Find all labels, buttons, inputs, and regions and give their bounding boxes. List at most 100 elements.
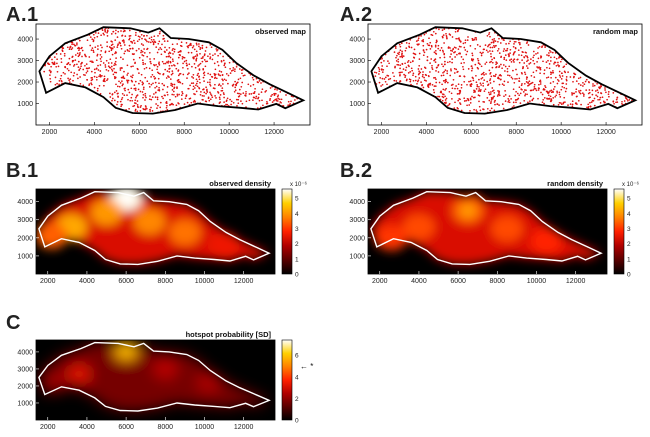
scatter-point (379, 77, 382, 79)
scatter-point (514, 40, 517, 43)
scatter-point (431, 64, 433, 67)
scatter-point (185, 42, 188, 44)
scatter-point (552, 88, 555, 90)
scatter-point (140, 51, 142, 54)
scatter-point (108, 50, 111, 53)
scatter-point (174, 95, 177, 98)
scatter-point (189, 42, 192, 45)
scatter-point (177, 102, 179, 104)
scatter-point (532, 97, 535, 100)
scatter-point (114, 60, 117, 63)
scatter-point (490, 96, 493, 99)
scatter-point (122, 58, 124, 60)
scatter-point (199, 46, 202, 49)
scatter-point (422, 54, 425, 57)
scatter-point (495, 63, 497, 66)
scatter-point (82, 84, 85, 87)
scatter-point (408, 45, 410, 48)
scatter-point (489, 78, 492, 80)
scatter-point (233, 70, 236, 73)
scatter-point (149, 95, 151, 97)
scatter-point (517, 49, 520, 52)
scatter-point (556, 78, 559, 81)
scatter-point (212, 54, 214, 57)
scatter-point (117, 43, 120, 45)
y-tick-label: 2000 (349, 80, 365, 87)
scatter-point (472, 79, 475, 82)
scatter-point (255, 95, 258, 98)
scatter-point (420, 35, 422, 37)
heatmap-hotspot (90, 199, 123, 226)
scatter-point (123, 52, 126, 55)
scatter-point (399, 49, 402, 52)
scatter-point (277, 94, 280, 97)
scatter-point (116, 103, 118, 106)
scatter-point (515, 99, 518, 101)
scatter-point (397, 58, 400, 61)
scatter-point (595, 94, 597, 97)
scatter-point (491, 50, 494, 53)
scatter-point (232, 67, 235, 69)
scatter-point (106, 79, 108, 82)
scatter-point (404, 62, 406, 65)
scatter-point (593, 97, 596, 100)
scatter-point (95, 59, 98, 62)
scatter-point (558, 93, 561, 96)
scatter-point (380, 61, 383, 64)
y-tick-label: 3000 (17, 58, 33, 65)
scatter-point (195, 90, 198, 93)
scatter-point (238, 92, 240, 95)
scatter-point (238, 68, 241, 70)
scatter-point (432, 89, 435, 91)
scatter-point (560, 103, 563, 106)
scatter-point (90, 77, 93, 79)
scatter-point (166, 91, 169, 94)
region-outline (38, 26, 306, 115)
scatter-point (167, 52, 170, 55)
scatter-point (275, 99, 278, 102)
scatter-point (56, 62, 58, 65)
x-tick-label: 4000 (79, 424, 95, 431)
scatter-point (544, 85, 546, 87)
scatter-point (230, 100, 233, 103)
scatter-point (444, 89, 446, 91)
scatter-point (572, 76, 575, 79)
scatter-point (127, 72, 129, 75)
scatter-point (168, 68, 170, 70)
scatter-point (565, 87, 568, 90)
scatter-point (429, 62, 431, 64)
scatter-point (253, 90, 256, 93)
scatter-point (237, 78, 240, 81)
scatter-point (456, 93, 459, 95)
scatter-point (47, 62, 49, 64)
scatter-point (513, 105, 515, 107)
scatter-point (234, 86, 237, 89)
scatter-point (215, 48, 218, 50)
scatter-point (137, 88, 140, 91)
scatter-point (388, 62, 390, 65)
scatter-point (442, 65, 445, 68)
scatter-point (131, 99, 134, 102)
scatter-point (597, 91, 600, 94)
scatter-point (541, 45, 544, 48)
scatter-point (438, 95, 441, 98)
scatter-point (80, 47, 83, 50)
scatter-point (537, 97, 539, 100)
scatter-point (490, 101, 492, 103)
scatter-point (471, 95, 473, 98)
scatter-point (471, 37, 474, 40)
scatter-point (549, 71, 552, 74)
scatter-point (215, 77, 218, 80)
scatter-point (536, 52, 539, 54)
x-tick-label: 8000 (490, 278, 506, 285)
scatter-point (72, 65, 75, 67)
scatter-point (109, 96, 112, 98)
scatter-point (112, 73, 115, 76)
scatter-point (52, 63, 55, 65)
scatter-point (557, 80, 560, 82)
scatter-point (120, 30, 122, 32)
scatter-point (271, 93, 274, 96)
scatter-point (162, 73, 165, 75)
scatter-point (107, 65, 110, 68)
scatter-point (196, 53, 198, 56)
